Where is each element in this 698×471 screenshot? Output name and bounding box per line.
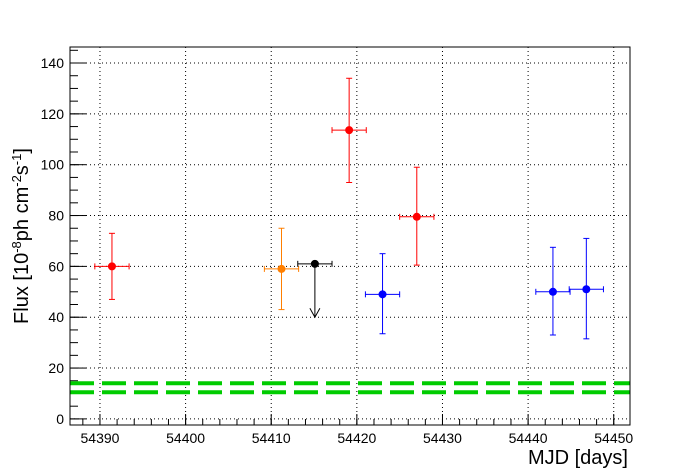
data-point bbox=[378, 290, 387, 299]
x-tick-label: 54400 bbox=[166, 430, 205, 446]
data-point bbox=[310, 259, 319, 268]
data-point bbox=[107, 262, 116, 271]
y-axis-label-part: Flux [10 bbox=[11, 253, 33, 324]
y-axis-label-part: -2 bbox=[9, 175, 24, 187]
y-tick-label: 100 bbox=[41, 157, 65, 173]
x-tick-label: 54430 bbox=[423, 430, 462, 446]
y-axis-label-part: -8 bbox=[9, 241, 24, 253]
y-tick-label: 140 bbox=[41, 55, 65, 71]
y-tick-label: 80 bbox=[48, 208, 64, 224]
x-tick-label: 54440 bbox=[509, 430, 548, 446]
x-tick-label: 54390 bbox=[81, 430, 120, 446]
x-axis-label: MJD [days] bbox=[528, 447, 628, 469]
data-point bbox=[345, 126, 354, 135]
x-tick-label: 54410 bbox=[252, 430, 291, 446]
y-tick-label: 40 bbox=[48, 309, 64, 325]
y-axis-label-part: -1 bbox=[9, 154, 24, 166]
arrow-head bbox=[309, 307, 321, 319]
y-axis-label: Flux [10-8ph cm-2s-1] bbox=[9, 148, 34, 324]
y-tick-label: 20 bbox=[48, 360, 64, 376]
data-point bbox=[277, 264, 286, 273]
x-tick-label: 54450 bbox=[594, 430, 633, 446]
y-tick-label: 60 bbox=[48, 258, 64, 274]
plot-frame bbox=[69, 46, 631, 426]
y-tick-label: 0 bbox=[56, 411, 64, 427]
y-tick-label: 120 bbox=[41, 106, 65, 122]
data-point bbox=[548, 287, 557, 296]
y-axis-label-part: ph cm bbox=[11, 187, 33, 241]
y-axis-label-part: ] bbox=[11, 148, 33, 154]
y-axis-label-part: s bbox=[11, 165, 33, 175]
data-point bbox=[412, 212, 421, 221]
x-tick-label: 54420 bbox=[337, 430, 376, 446]
data-point bbox=[582, 285, 591, 294]
